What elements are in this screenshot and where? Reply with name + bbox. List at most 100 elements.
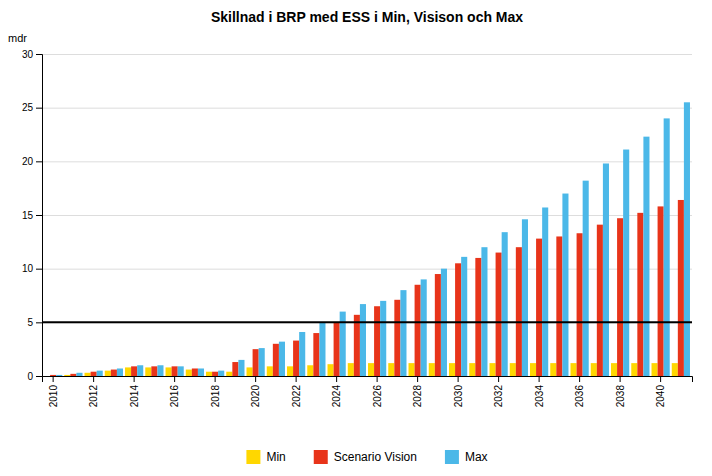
x-axis-line <box>43 377 693 383</box>
y-axis-label: mdr <box>8 32 27 44</box>
y-tick-mark <box>36 322 42 323</box>
legend-item: Min <box>246 450 285 464</box>
bar <box>360 304 366 376</box>
grid-tick <box>42 269 692 270</box>
grid-tick <box>42 54 692 55</box>
x-tick-label: 2018 <box>210 385 221 408</box>
bar <box>684 102 690 376</box>
y-tick: 0 <box>27 371 42 382</box>
bar <box>631 363 637 376</box>
bar <box>64 375 70 376</box>
x-tick-label: 2010 <box>48 385 59 408</box>
bar <box>44 376 50 377</box>
bar <box>267 366 273 376</box>
y-tick: 20 <box>22 156 42 167</box>
x-tick-label: 2028 <box>412 385 423 408</box>
bar <box>380 301 386 376</box>
bar <box>556 236 562 376</box>
bar <box>435 274 441 376</box>
x-tick-label: 2034 <box>534 385 545 408</box>
bar <box>247 367 253 376</box>
bar <box>313 333 319 376</box>
bar <box>637 213 643 376</box>
x-tick: 2040 <box>655 376 666 407</box>
x-tick: 2014 <box>129 376 140 407</box>
bar <box>415 285 421 376</box>
bar <box>461 257 467 376</box>
bar <box>522 219 528 376</box>
x-tick-mark <box>296 376 297 382</box>
x-tick-mark <box>93 376 94 382</box>
x-tick-mark <box>53 376 54 382</box>
x-tick-mark <box>458 376 459 382</box>
bar <box>475 258 481 376</box>
y-tick: 25 <box>22 102 42 113</box>
y-tick-mark <box>36 269 42 270</box>
bar <box>328 364 334 376</box>
bar <box>664 118 670 376</box>
bar <box>226 372 232 376</box>
bar <box>583 181 589 376</box>
bar <box>577 233 583 376</box>
x-tick-label: 2024 <box>331 385 342 408</box>
bar <box>481 247 487 376</box>
x-tick-label: 2022 <box>291 385 302 408</box>
y-tick-mark <box>36 376 42 377</box>
x-tick: 2038 <box>615 376 626 407</box>
x-tick: 2012 <box>88 376 99 407</box>
bar <box>652 363 658 376</box>
bar <box>490 363 496 376</box>
bar <box>172 366 178 376</box>
grid-tick <box>42 322 692 323</box>
bar <box>232 362 238 376</box>
bar-series <box>50 200 684 376</box>
bar <box>56 375 62 376</box>
bar <box>117 368 123 376</box>
bar <box>496 253 502 376</box>
bar <box>319 322 325 376</box>
bar <box>198 368 204 376</box>
grid-line <box>42 161 692 162</box>
x-tick-mark <box>215 376 216 382</box>
x-tick-mark <box>174 376 175 382</box>
bar <box>238 360 244 376</box>
x-tick: 2026 <box>372 376 383 407</box>
y-tick-mark <box>36 54 42 55</box>
bar <box>409 363 415 376</box>
bar <box>469 363 475 376</box>
bar <box>502 232 508 376</box>
bar <box>259 348 265 376</box>
bar <box>151 366 157 376</box>
bar <box>394 300 400 376</box>
bar <box>542 207 548 376</box>
x-tick-mark <box>336 376 337 382</box>
y-tick-label: 25 <box>22 102 34 113</box>
x-tick: 2032 <box>493 376 504 407</box>
x-tick-label: 2026 <box>372 385 383 408</box>
bar <box>85 373 91 376</box>
bar <box>299 332 305 376</box>
y-tick-label: 20 <box>22 156 34 167</box>
bar <box>643 137 649 376</box>
bar <box>536 239 542 376</box>
bar <box>550 363 556 376</box>
bar <box>218 371 224 376</box>
x-tick: 2034 <box>534 376 545 407</box>
x-tick-label: 2032 <box>493 385 504 408</box>
y-axis: 051015202530 <box>22 49 43 382</box>
bar <box>111 370 117 376</box>
bar <box>597 225 603 376</box>
legend: MinScenario VisionMax <box>246 450 487 464</box>
bar <box>145 367 151 376</box>
y-tick-mark <box>36 108 42 109</box>
bar <box>279 342 285 376</box>
bar <box>617 218 623 376</box>
bar <box>125 367 131 376</box>
x-tick-mark <box>255 376 256 382</box>
bar <box>186 370 192 376</box>
legend-swatch <box>314 450 328 464</box>
grid-line <box>42 54 692 55</box>
x-tick-mark <box>579 376 580 382</box>
x-tick-label: 2040 <box>655 385 666 408</box>
y-tick-label: 30 <box>22 49 34 60</box>
